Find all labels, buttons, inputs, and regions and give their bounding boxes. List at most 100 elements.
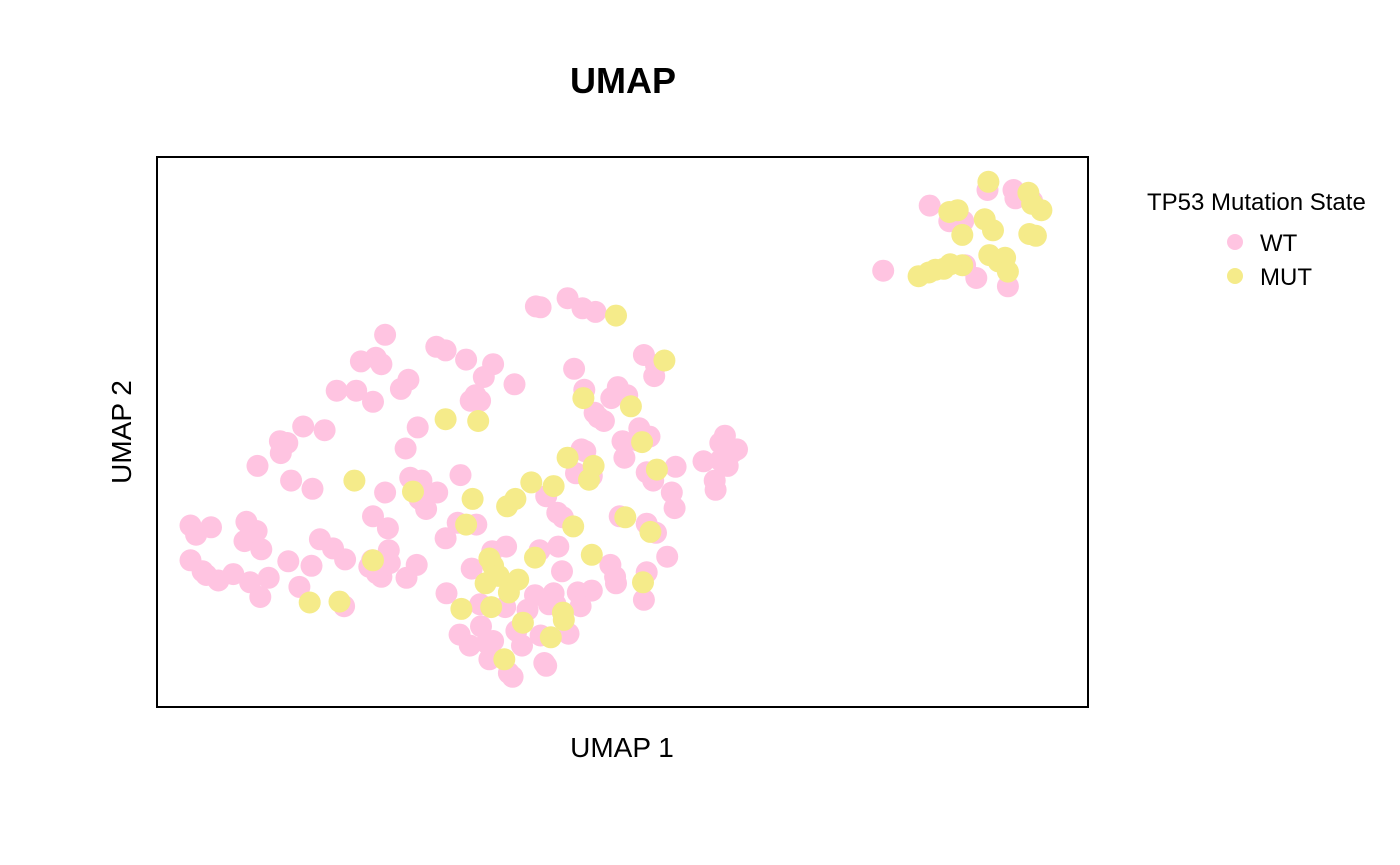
point-mut [951,223,974,246]
legend-swatch-wt [1227,234,1243,250]
point-wt [257,566,280,589]
point-wt [313,419,336,442]
point-wt [472,366,495,388]
point-wt [503,373,526,396]
point-wt [345,379,368,402]
point-wt [300,554,323,577]
point-wt [563,357,586,380]
point-mut [434,408,457,431]
point-mut [996,260,1019,283]
point-mut [455,513,478,536]
point-wt [406,416,429,439]
point-mut [614,506,637,529]
point-wt [470,615,492,638]
point-wt [692,450,715,473]
plot-panel-border [156,156,1089,708]
point-wt [301,477,324,500]
point-wt [455,348,478,371]
point-wt [656,545,679,568]
point-wt [475,631,498,654]
point-wt [495,535,518,558]
point-wt [389,377,412,400]
point-mut [402,480,424,503]
point-wt [434,527,457,550]
legend-swatch-mut [1227,268,1243,284]
point-wt [918,194,941,217]
point-wt [292,415,315,438]
point-wt [580,579,603,602]
point-mut [511,611,534,634]
point-mut [520,471,543,494]
point-wt [233,530,256,553]
point-wt [249,586,272,608]
point-mut [578,468,600,491]
point-wt [377,539,400,562]
point-wt [460,557,483,580]
point-wt [703,469,726,492]
point-mut [478,547,501,570]
point-mut [977,170,1000,193]
point-wt [362,505,384,528]
point-mut [542,475,565,498]
point-mut [328,590,351,613]
point-wt [613,446,636,469]
point-wt [448,623,471,646]
point-wt [246,454,269,477]
point-mut [556,446,579,469]
point-mut [562,515,585,538]
point-wt [459,389,482,412]
legend-title: TP53 Mutation State [1147,189,1366,216]
point-wt [374,323,397,346]
point-wt [632,588,655,611]
legend-label-mut: MUT [1260,264,1312,291]
y-axis-label: UMAP 2 [106,380,137,484]
point-wt [288,575,311,598]
point-mut [450,597,473,620]
point-wt [268,430,291,453]
point-wt [280,469,303,492]
point-wt [600,387,623,410]
point-wt [370,353,393,376]
point-wt [542,582,565,605]
point-wt [605,572,627,595]
point-wt [395,566,418,589]
legend: TP53 Mutation State WT MUT [1147,189,1366,291]
point-mut [632,571,654,594]
point-wt [533,652,556,674]
point-wt [643,365,666,388]
point-wt [529,296,552,319]
point-wt [426,481,449,504]
point-wt [434,339,457,362]
point-mut [946,199,969,222]
point-wt [547,535,570,558]
point-mut [298,591,321,614]
point-mut [343,469,366,492]
point-mut [907,265,930,288]
point-mut [504,487,527,510]
point-wt [394,437,417,460]
point-mut [539,626,562,649]
legend-label-wt: WT [1260,230,1298,257]
point-mut [572,387,595,410]
point-mut [1024,224,1047,247]
point-wt [250,538,273,561]
point-wt [501,665,524,688]
point-wt [374,481,397,504]
point-mut [362,549,384,572]
point-wt [222,563,245,586]
point-wt [716,454,739,477]
point-wt [663,497,686,520]
point-wt [569,595,592,618]
points-layer [179,170,1053,688]
point-wt [592,410,615,432]
point-mut [480,596,503,619]
point-mut [524,546,546,569]
point-wt [322,537,344,560]
point-wt [551,560,573,583]
point-mut [653,349,676,372]
point-wt [362,390,384,413]
point-wt [200,516,222,539]
chart-title: UMAP [570,60,676,101]
point-wt [584,300,607,323]
